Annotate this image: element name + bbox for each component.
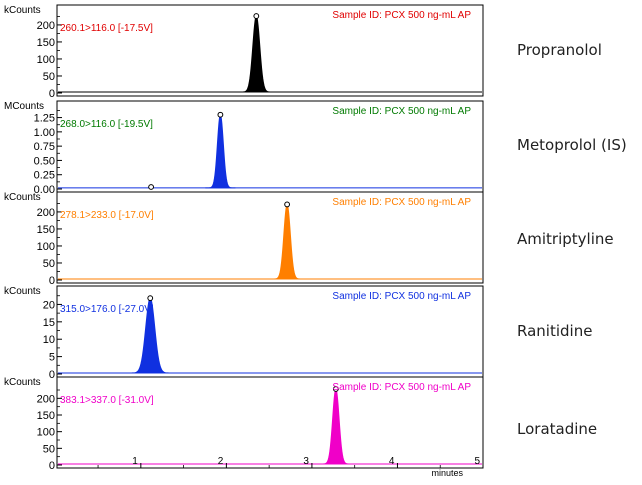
- y-tick-label: 1.00: [34, 127, 55, 139]
- y-tick-label: 100: [37, 241, 55, 253]
- compound-label: Metoprolol (IS): [517, 136, 627, 154]
- y-tick-label: 50: [43, 443, 55, 455]
- chromatogram-panel: kCounts 0 50 100 150 200 278.1>233.0 [-17.0V] S…: [4, 191, 484, 287]
- y-unit-label: kCounts: [4, 5, 41, 16]
- y-tick-label: 1.25: [34, 113, 55, 125]
- sample-id-label: Sample ID: PCX 500 ng-mL AP: [332, 10, 471, 21]
- y-tick-label: 0.50: [34, 155, 55, 167]
- compound-label: Amitriptyline: [517, 230, 614, 248]
- y-tick-label: 150: [37, 410, 55, 422]
- compound-label: Loratadine: [517, 420, 598, 438]
- peak-apex-marker: [332, 386, 339, 392]
- y-tick-label: 0: [49, 460, 55, 472]
- transition-label: 268.0>116.0 [-19.5V]: [60, 119, 153, 130]
- transition-label: 260.1>116.0 [-17.5V]: [60, 23, 153, 34]
- y-tick-label: 200: [37, 393, 55, 405]
- chromatogram-panel: kCounts 0 50 100 150 200 260.1>116.0 [-17.5V] S…: [4, 4, 484, 100]
- y-tick-label: 15: [43, 317, 55, 329]
- y-tick-label: 0.75: [34, 141, 55, 153]
- y-tick-label: 50: [43, 71, 55, 83]
- x-tick-label: 4: [389, 456, 395, 467]
- peak-apex-marker: [284, 201, 291, 208]
- y-tick-label: 150: [37, 224, 55, 236]
- sample-id-label: Sample ID: PCX 500 ng-mL AP: [332, 291, 471, 302]
- sample-id-label: Sample ID: PCX 500 ng-mL AP: [332, 382, 471, 393]
- peak-apex-marker: [147, 295, 154, 302]
- x-tick-label: 2: [218, 456, 224, 467]
- chromatogram-panel: kCounts 0 50 100 150 200 383.1>337.0 [-31.0V] S…: [4, 376, 484, 472]
- peak: [205, 113, 236, 189]
- chromatogram-panel: kCounts 0 5 10 15 20 315.0>176.0 [-27.0V] Sampl…: [4, 285, 484, 381]
- y-tick-label: 0: [49, 88, 55, 100]
- peak: [319, 387, 353, 465]
- compound-label: Ranitidine: [517, 322, 593, 340]
- transition-label: 278.1>233.0 [-17.0V]: [60, 210, 154, 221]
- y-tick-label: 150: [37, 37, 55, 49]
- peak: [238, 15, 275, 93]
- x-tick-label: 1: [132, 456, 138, 467]
- y-tick-label: 5: [49, 352, 55, 364]
- y-tick-label: 100: [37, 427, 55, 439]
- x-tick-label: 5: [474, 456, 480, 467]
- peak-apex-marker: [217, 111, 224, 118]
- sample-id-label: Sample ID: PCX 500 ng-mL AP: [332, 197, 471, 208]
- y-tick-label: 0: [49, 369, 55, 381]
- y-tick-label: 100: [37, 54, 55, 66]
- sample-id-label: Sample ID: PCX 500 ng-mL AP: [332, 106, 471, 117]
- y-unit-label: kCounts: [4, 192, 41, 203]
- y-tick-label: 0.25: [34, 170, 55, 182]
- y-tick-label: 10: [43, 334, 55, 346]
- y-tick-label: 20: [43, 299, 55, 311]
- y-unit-label: MCounts: [4, 101, 44, 112]
- transition-label: 315.0>176.0 [-27.0V]: [60, 304, 154, 315]
- peak-apex-marker: [148, 184, 154, 190]
- peak: [270, 203, 304, 280]
- peak-apex-marker: [253, 13, 260, 19]
- y-unit-label: kCounts: [4, 286, 41, 297]
- chromatogram-panel: MCounts 0.00 0.25 0.50 0.75 1.00 1.25 268.0>116…: [4, 100, 484, 196]
- y-tick-label: 200: [37, 20, 55, 32]
- y-unit-label: kCounts: [4, 377, 41, 388]
- y-tick-label: 200: [37, 207, 55, 219]
- y-tick-label: 50: [43, 258, 55, 270]
- panel-frame: [56, 376, 484, 469]
- compound-label: Propranolol: [517, 41, 602, 59]
- transition-label: 383.1>337.0 [-31.0V]: [60, 395, 154, 406]
- x-tick-label: 3: [303, 456, 309, 467]
- x-axis-label: minutes: [431, 468, 463, 478]
- y-tick-label: 0.00: [34, 184, 55, 196]
- y-tick-label: 0: [49, 275, 55, 287]
